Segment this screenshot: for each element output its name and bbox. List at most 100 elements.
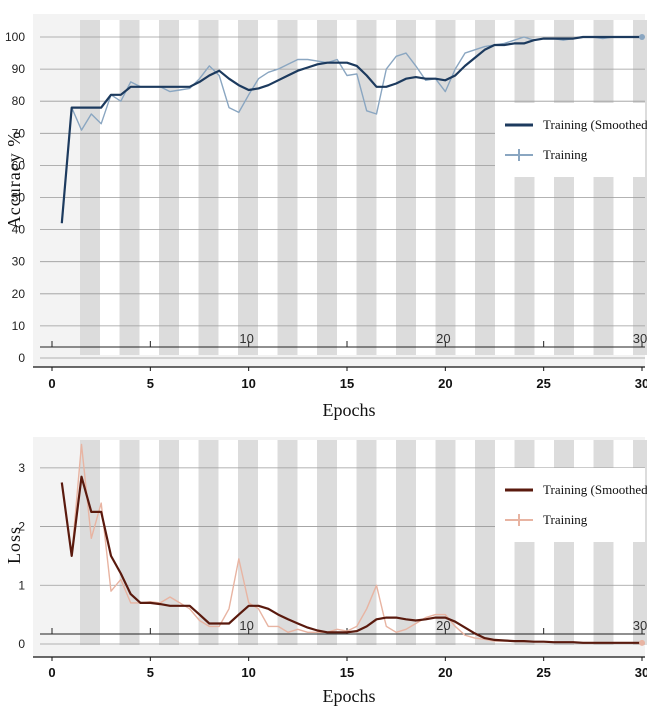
- x-tick-label: 5: [147, 376, 154, 391]
- background-stripe-light: [455, 20, 475, 355]
- background-stripe: [238, 440, 258, 645]
- y-tick-label: 0: [18, 351, 25, 365]
- background-stripe: [80, 20, 100, 355]
- y-tick-label: 70: [12, 126, 26, 140]
- legend-entry: Training: [543, 147, 588, 162]
- background-stripe: [159, 20, 179, 355]
- inner-tick-label: 20: [436, 618, 450, 633]
- y-tick-label: 1: [18, 578, 25, 592]
- background-stripe: [80, 440, 100, 645]
- y-tick-label: 40: [12, 223, 26, 237]
- background-stripe: [554, 20, 574, 355]
- background-stripe-light: [613, 20, 633, 355]
- background-stripe: [475, 440, 495, 645]
- background-stripe-light: [218, 440, 238, 645]
- y-tick-label: 60: [12, 158, 26, 172]
- background-stripe: [119, 440, 140, 645]
- background-stripe-light: [416, 440, 436, 645]
- inner-tick-label: 10: [239, 331, 253, 346]
- legend-box: [495, 468, 645, 542]
- loss-chart: 0 1 2 3 10 20 30 0 5 10 15 20 25 30 Epochs Loss Training…: [4, 437, 647, 706]
- background-stripe-light: [416, 20, 436, 355]
- background-stripe-light: [179, 440, 199, 645]
- x-tick-label: 0: [48, 376, 55, 391]
- background-stripe-light: [139, 20, 159, 355]
- y-tick-label: 50: [12, 191, 26, 205]
- x-axis-title: Epochs: [323, 400, 376, 420]
- background-stripe: [277, 440, 298, 645]
- background-stripe-light: [337, 20, 357, 355]
- x-tick-label: 5: [147, 665, 154, 680]
- y-axis-title: Accuracy %: [4, 131, 24, 229]
- background-stripe-light: [376, 440, 396, 645]
- y-tick-label: 20: [12, 287, 26, 301]
- inner-tick-label: 30: [633, 331, 647, 346]
- background-stripe: [593, 20, 614, 355]
- background-stripe-light: [297, 440, 317, 645]
- inner-tick-label: 20: [436, 331, 450, 346]
- background-stripe: [238, 20, 258, 355]
- background-stripe: [317, 20, 337, 355]
- x-tick-label: 30: [635, 665, 647, 680]
- legend-entry: Training (Smoothed): [543, 117, 647, 132]
- background-stripe-light: [455, 440, 475, 645]
- background-stripe: [514, 20, 535, 355]
- background-stripe-light: [100, 20, 120, 355]
- x-tick-label: 15: [340, 665, 354, 680]
- background-stripe-light: [337, 440, 357, 645]
- background-stripe: [356, 20, 377, 355]
- x-tick-label: 10: [241, 376, 255, 391]
- background-stripe-light: [376, 20, 396, 355]
- legend-entry: Training: [543, 512, 588, 527]
- legend-box: [495, 103, 645, 177]
- background-stripe: [396, 440, 416, 645]
- y-tick-label: 100: [5, 30, 25, 44]
- x-tick-label: 10: [241, 665, 255, 680]
- background-stripe-light: [139, 440, 159, 645]
- inner-tick-label: 10: [239, 618, 253, 633]
- background-stripe-light: [574, 20, 594, 355]
- inner-tick-label: 30: [633, 618, 647, 633]
- legend-entry: Training (Smoothed): [543, 482, 647, 497]
- background-stripe: [277, 20, 298, 355]
- x-tick-label: 25: [536, 665, 550, 680]
- background-stripe: [198, 20, 219, 355]
- x-tick-label: 0: [48, 665, 55, 680]
- series-line-smoothed: [60, 475, 642, 644]
- background-stripe: [435, 20, 456, 355]
- background-stripe-light: [297, 20, 317, 355]
- y-tick-label: 3: [18, 461, 25, 475]
- x-tick-label: 20: [438, 665, 452, 680]
- y-tick-label: 0: [18, 637, 25, 651]
- series-line-smoothed: [60, 35, 642, 224]
- background-stripe-light: [534, 20, 554, 355]
- background-stripe: [356, 440, 377, 645]
- x-tick-label: 25: [536, 376, 550, 391]
- background-stripe: [159, 440, 179, 645]
- accuracy-chart: 0 10 20 30 40 50 60 70 80 90 100 10 20 30 0 5 10 15 20 25 30…: [4, 14, 647, 420]
- y-tick-label: 10: [12, 319, 26, 333]
- x-tick-label: 15: [340, 376, 354, 391]
- series-endpoint-marker: [639, 639, 645, 646]
- y-tick-label: 80: [12, 94, 26, 108]
- series-endpoint-marker: [639, 34, 645, 40]
- background-stripe: [633, 20, 647, 355]
- background-stripe-light: [258, 440, 278, 645]
- x-tick-label: 30: [635, 376, 647, 391]
- background-stripe: [396, 20, 416, 355]
- background-stripe-light: [495, 20, 515, 355]
- y-axis-title: Loss: [4, 526, 24, 564]
- background-stripe: [435, 440, 456, 645]
- background-stripe: [475, 20, 495, 355]
- background-stripe: [317, 440, 337, 645]
- background-stripe-light: [218, 20, 238, 355]
- background-stripe: [198, 440, 219, 645]
- y-tick-label: 2: [18, 520, 25, 534]
- background-stripe-light: [100, 440, 120, 645]
- background-stripe: [119, 20, 140, 355]
- y-tick-label: 30: [12, 255, 26, 269]
- x-axis-title: Epochs: [323, 686, 376, 706]
- background-stripe-light: [258, 20, 278, 355]
